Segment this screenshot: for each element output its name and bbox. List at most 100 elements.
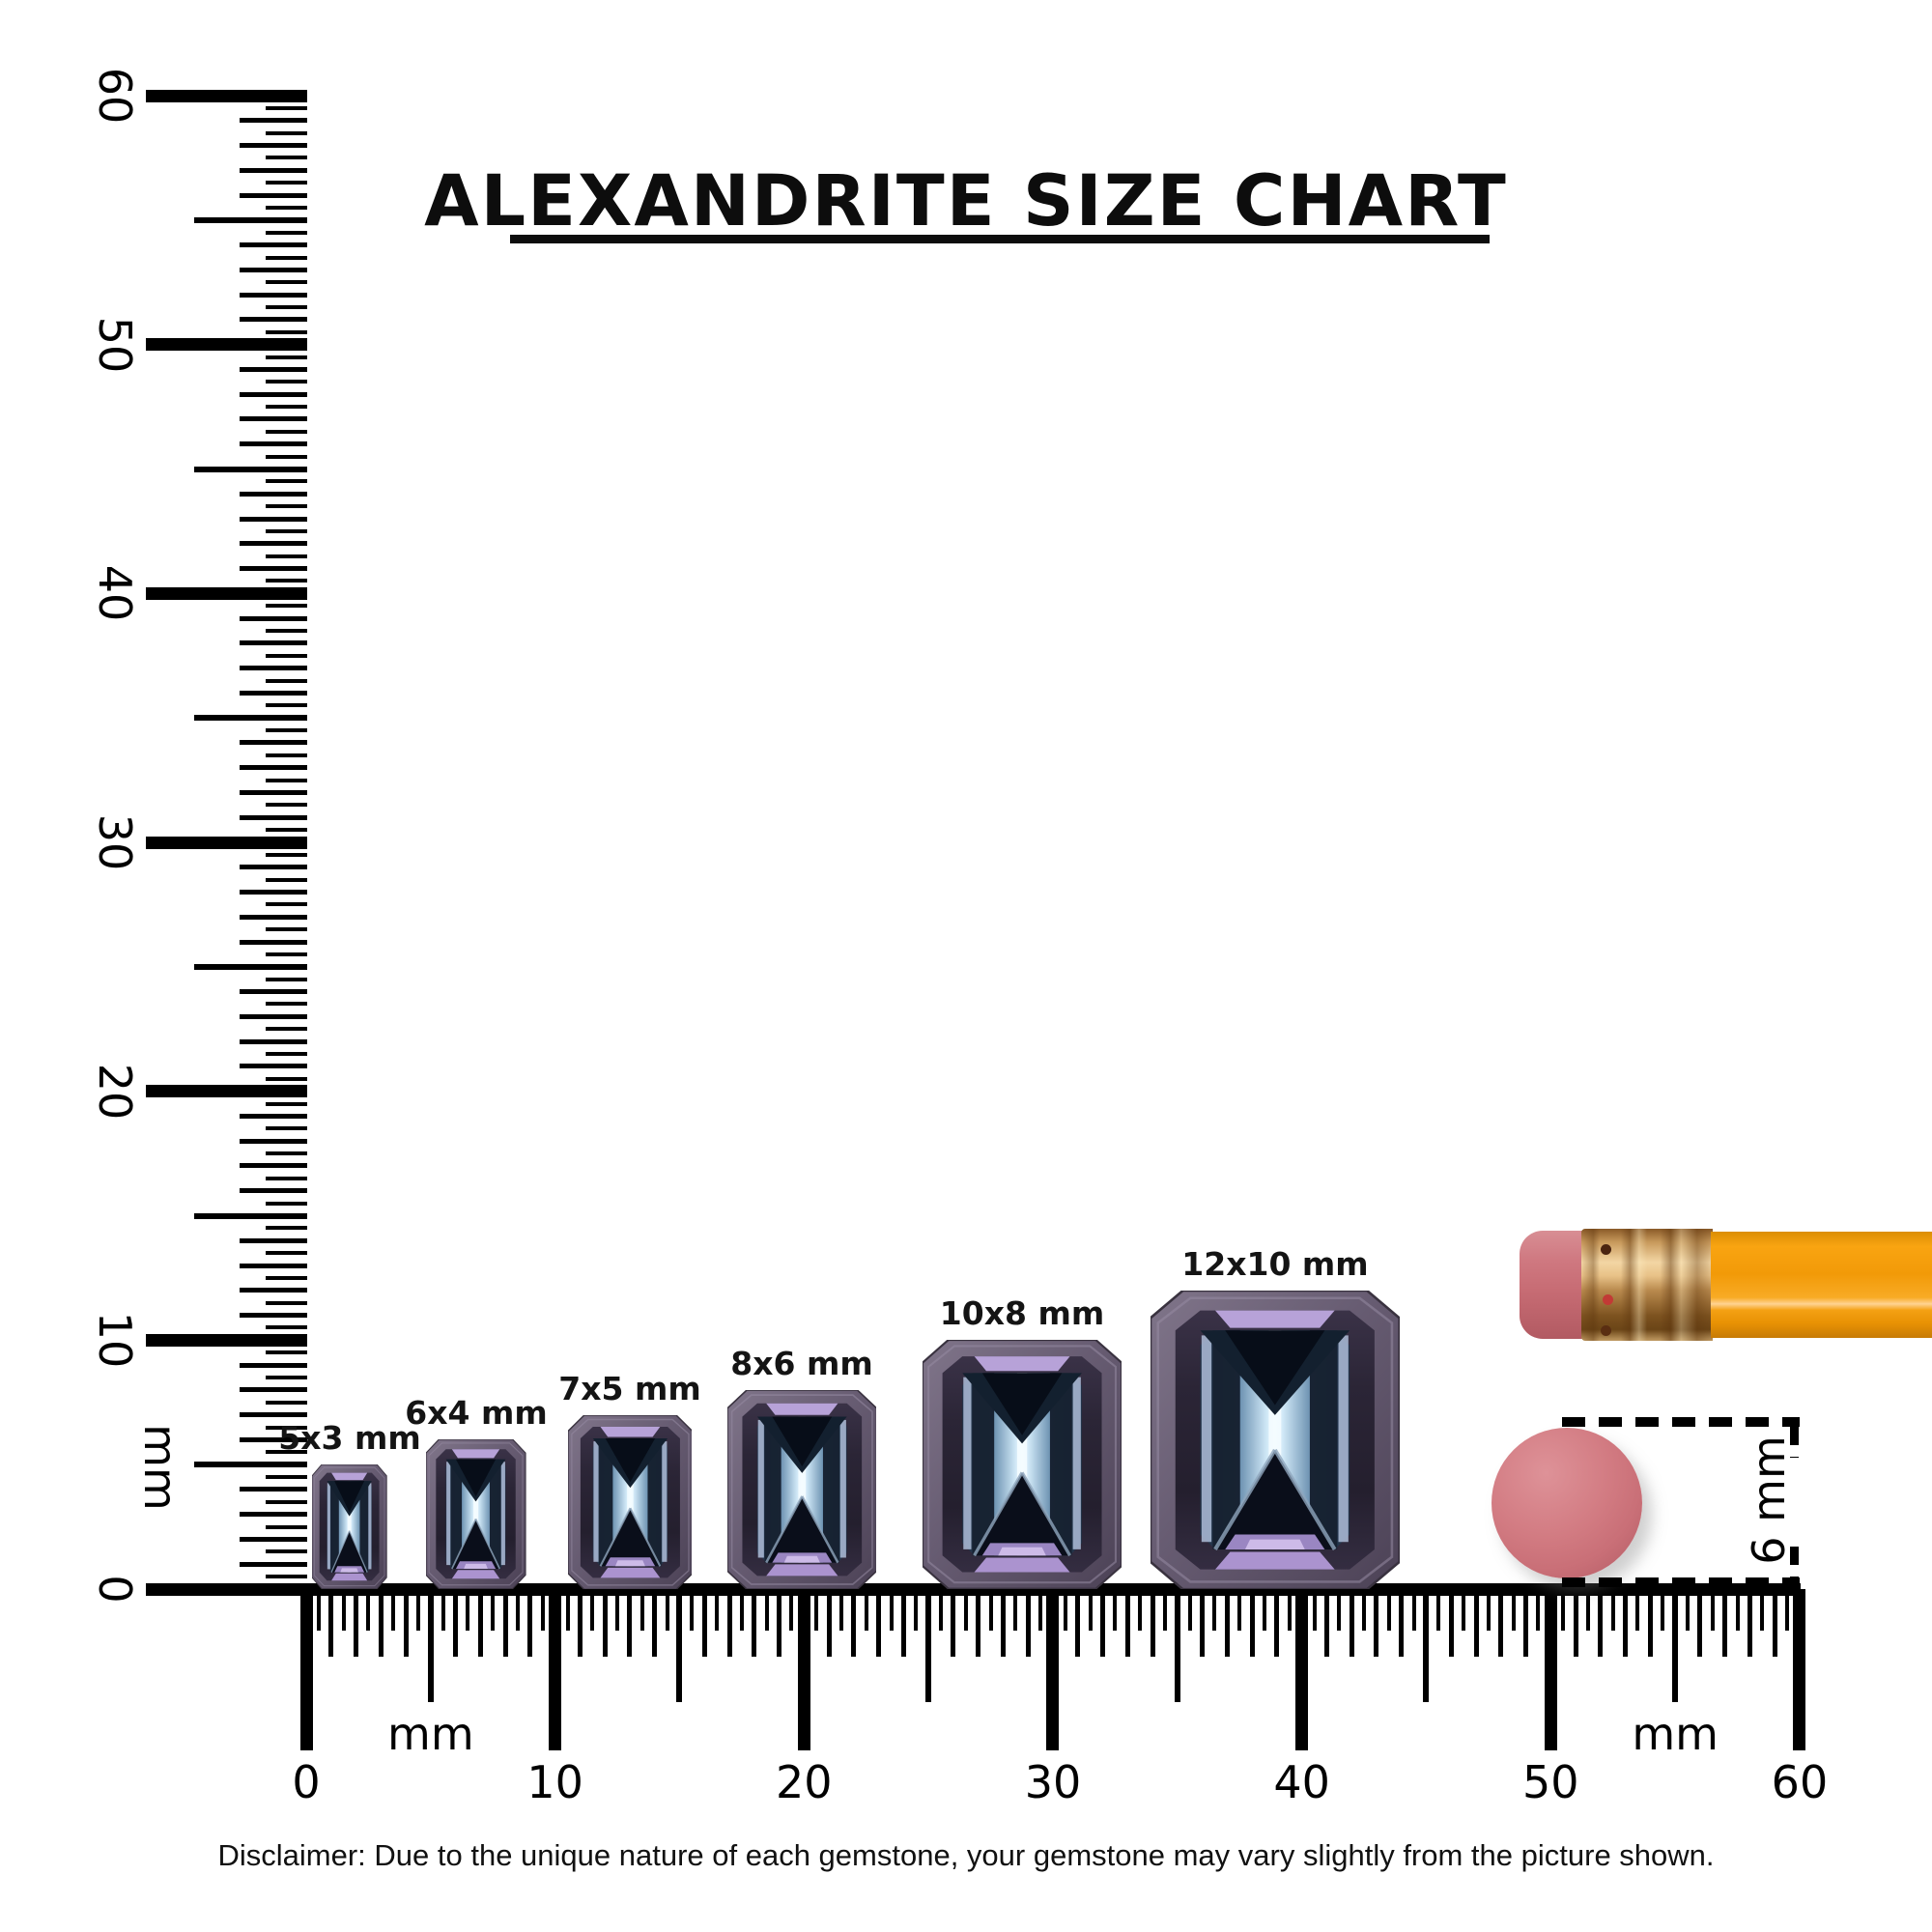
- v-ruler-tick: [266, 604, 307, 609]
- gem-5x3mm: [311, 1463, 388, 1590]
- v-ruler-tick: [266, 380, 307, 384]
- h-ruler-tick: [1486, 1589, 1491, 1631]
- v-ruler-tick: [194, 963, 307, 970]
- v-ruler-tick: [266, 952, 307, 956]
- h-ruler-tick: [914, 1589, 919, 1631]
- round-eraser: [1492, 1428, 1642, 1578]
- h-ruler-tick: [639, 1589, 644, 1631]
- h-ruler-tick: [665, 1589, 669, 1631]
- v-ruler-tick: [266, 479, 307, 484]
- h-ruler-tick: [1337, 1589, 1342, 1631]
- h-ruler-tick: [1113, 1589, 1118, 1631]
- h-ruler-tick: [1735, 1589, 1740, 1631]
- v-ruler-tick: [240, 416, 307, 422]
- v-ruler-tick: [266, 1151, 307, 1156]
- h-ruler-tick: [1063, 1589, 1067, 1631]
- h-ruler-tick: [415, 1589, 420, 1631]
- v-ruler-unit-label: mm: [134, 1423, 186, 1511]
- v-ruler-tick: [266, 678, 307, 683]
- h-ruler-tick: [652, 1589, 658, 1657]
- h-ruler-tick: [1038, 1589, 1043, 1631]
- h-ruler-tick: [1362, 1589, 1367, 1631]
- v-ruler-tick: [266, 877, 307, 882]
- v-ruler-number: 30: [89, 813, 141, 871]
- v-ruler-number: 10: [89, 1312, 141, 1369]
- h-ruler-tick: [1498, 1589, 1504, 1657]
- h-ruler-tick: [676, 1589, 683, 1702]
- h-ruler-tick: [1747, 1589, 1752, 1657]
- v-ruler-tick: [266, 927, 307, 932]
- v-ruler-tick: [240, 1412, 307, 1418]
- h-ruler-tick: [1672, 1589, 1679, 1702]
- v-ruler-tick: [266, 1499, 307, 1504]
- v-ruler-tick: [146, 89, 307, 102]
- v-ruler-tick: [240, 890, 307, 895]
- v-ruler-tick: [146, 1085, 307, 1098]
- v-ruler-tick: [266, 1375, 307, 1379]
- pencil-eraser-tip: [1520, 1231, 1583, 1339]
- h-ruler-tick: [1046, 1589, 1060, 1750]
- h-ruler-tick: [826, 1589, 832, 1657]
- v-ruler-tick: [240, 391, 307, 397]
- v-ruler-tick: [240, 366, 307, 372]
- v-ruler-tick: [266, 280, 307, 285]
- v-ruler-tick: [266, 355, 307, 359]
- v-ruler-tick: [266, 429, 307, 434]
- v-ruler-tick: [240, 1436, 307, 1442]
- h-ruler-tick: [777, 1589, 782, 1657]
- h-ruler-tick: [1722, 1589, 1728, 1657]
- h-ruler-tick: [715, 1589, 720, 1631]
- dashed-stub-bottom: [1790, 1547, 1799, 1577]
- v-ruler-tick: [146, 338, 307, 352]
- h-ruler-tick: [1785, 1589, 1790, 1631]
- v-ruler-tick: [266, 1251, 307, 1256]
- v-ruler-tick: [240, 1138, 307, 1144]
- h-ruler-tick: [1138, 1589, 1143, 1631]
- h-ruler-tick: [1635, 1589, 1640, 1631]
- v-ruler-tick: [266, 156, 307, 160]
- h-ruler-tick: [341, 1589, 346, 1631]
- v-ruler-tick: [266, 1400, 307, 1405]
- v-ruler-number: 20: [89, 1063, 141, 1120]
- h-ruler-tick: [1013, 1589, 1018, 1631]
- h-ruler-unit-label-left: mm: [387, 1708, 474, 1760]
- h-ruler-tick: [939, 1589, 944, 1631]
- h-ruler-tick: [1793, 1589, 1806, 1750]
- v-ruler-tick: [266, 852, 307, 857]
- h-ruler-tick: [1697, 1589, 1703, 1657]
- h-ruler-tick: [1585, 1589, 1590, 1631]
- h-ruler-tick: [1386, 1589, 1391, 1631]
- h-ruler-tick: [540, 1589, 545, 1631]
- h-ruler-tick: [889, 1589, 894, 1631]
- v-ruler-tick: [240, 566, 307, 572]
- gem-size-label: 10x8 mm: [939, 1294, 1105, 1333]
- disclaimer-text: Disclaimer: Due to the unique nature of …: [217, 1838, 1715, 1872]
- h-ruler-number: 20: [776, 1756, 833, 1808]
- v-ruler-tick: [266, 828, 307, 833]
- h-ruler-tick: [440, 1589, 445, 1631]
- emerald-cut-gem: [1151, 1291, 1400, 1589]
- v-ruler-tick: [240, 765, 307, 771]
- v-ruler-tick: [266, 329, 307, 334]
- h-ruler-tick: [316, 1589, 321, 1631]
- h-ruler-tick: [1000, 1589, 1006, 1657]
- h-ruler-tick: [1374, 1589, 1379, 1657]
- h-ruler-tick: [1025, 1589, 1031, 1657]
- v-ruler-tick: [240, 441, 307, 447]
- h-ruler-tick: [1224, 1589, 1230, 1657]
- h-ruler-tick: [1661, 1589, 1665, 1631]
- v-ruler-tick: [266, 205, 307, 210]
- v-ruler-tick: [266, 181, 307, 185]
- gem-8x6mm: [725, 1388, 878, 1591]
- v-ruler-tick: [240, 789, 307, 795]
- v-ruler-tick: [240, 1536, 307, 1542]
- h-ruler-tick: [900, 1589, 906, 1657]
- h-ruler-tick: [1423, 1589, 1430, 1702]
- emerald-cut-gem: [311, 1463, 388, 1590]
- v-ruler-tick: [266, 105, 307, 110]
- v-ruler-tick: [240, 1188, 307, 1194]
- v-ruler-tick: [240, 1263, 307, 1268]
- v-ruler-tick: [240, 1561, 307, 1567]
- v-ruler-tick: [240, 1038, 307, 1044]
